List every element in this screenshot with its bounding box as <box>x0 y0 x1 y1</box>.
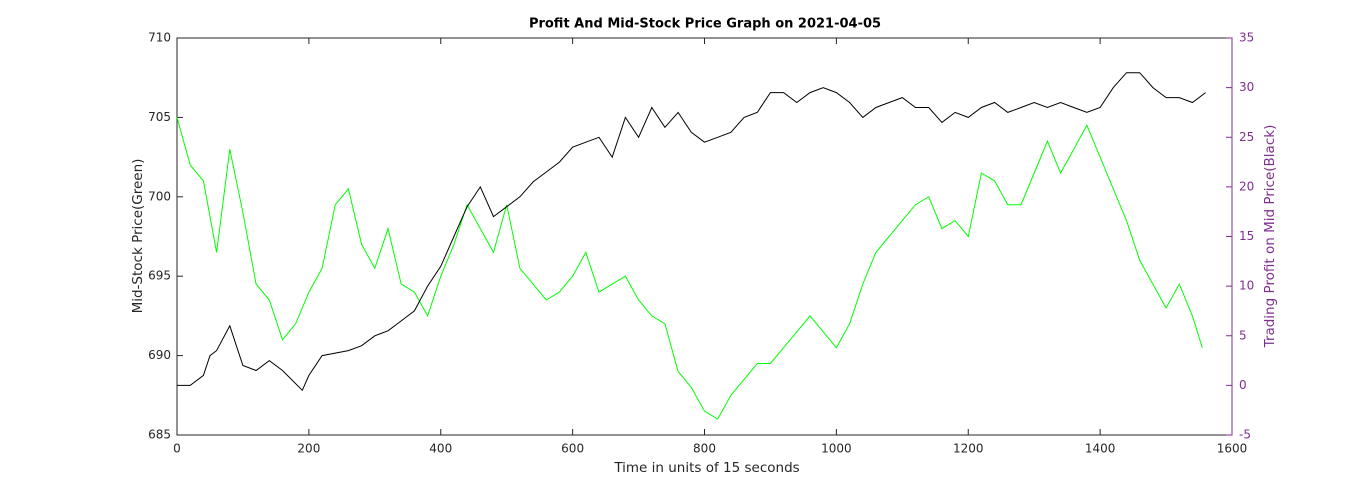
x-tick-label: 400 <box>429 442 452 456</box>
x-tick-label: 600 <box>561 442 584 456</box>
y-tick-label: 685 <box>148 428 171 442</box>
y-tick-label: 695 <box>148 269 171 283</box>
series-line <box>176 117 1203 420</box>
y2-tick-label: 25 <box>1239 130 1254 144</box>
plot-area <box>176 37 1233 436</box>
x-tick-label: 1600 <box>1217 442 1248 456</box>
y2-tick-label: 0 <box>1239 378 1247 392</box>
y-tick-label: 700 <box>148 189 171 203</box>
chart-title: Profit And Mid-Stock Price Graph on 2021… <box>529 17 881 32</box>
y-tick-label: 705 <box>148 110 171 124</box>
y2-tick-label: 10 <box>1239 279 1254 293</box>
x-tick-label: 1000 <box>821 442 852 456</box>
series-line <box>177 72 1206 392</box>
x-axis-label: Time in units of 15 seconds <box>613 460 799 476</box>
y2-tick-label: 5 <box>1239 328 1247 342</box>
x-tick-label: 1400 <box>1085 442 1116 456</box>
y2-tick-label: 30 <box>1239 80 1254 94</box>
x-tick-label: 800 <box>693 442 716 456</box>
y-tick-label: 690 <box>148 348 171 362</box>
y2-tick-label: 20 <box>1239 179 1254 193</box>
y-axis-label: Mid-Stock Price(Green) <box>130 159 146 314</box>
y2-tick-label: 35 <box>1239 31 1254 45</box>
y2-tick-label: -5 <box>1239 428 1251 442</box>
y-tick-label: 710 <box>148 31 171 45</box>
x-tick-label: 200 <box>297 442 320 456</box>
x-tick-label: 1200 <box>953 442 984 456</box>
y2-axis-label: Trading Profit on Mid Price(Black) <box>1262 125 1278 349</box>
x-tick-label: 0 <box>173 442 181 456</box>
y2-tick-label: 15 <box>1239 229 1254 243</box>
